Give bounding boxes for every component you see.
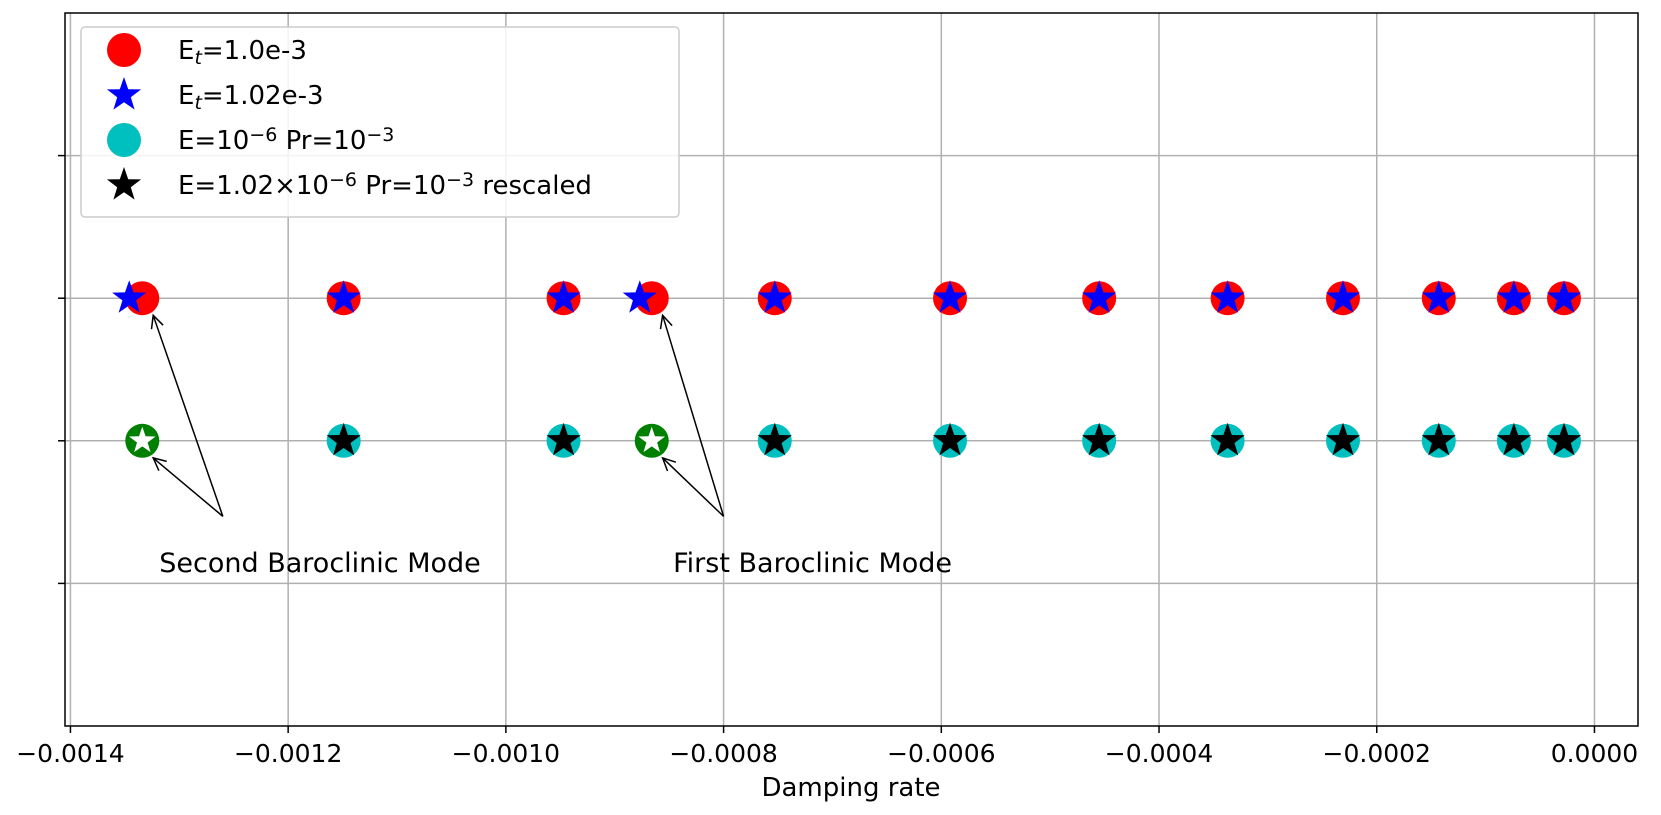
legend-label-part: E — [178, 81, 194, 111]
x-tick-label: −0.0006 — [887, 739, 995, 768]
legend-label-part: t — [194, 47, 203, 69]
star-point — [1325, 280, 1361, 313]
x-tick-label: −0.0014 — [16, 739, 124, 768]
star-point — [932, 280, 968, 313]
annotation-arrow — [661, 315, 725, 517]
annotation-label: First Baroclinic Mode — [673, 548, 952, 579]
legend-label-part: =1.0e-3 — [202, 36, 307, 66]
x-tick-label: −0.0002 — [1323, 739, 1431, 768]
star-point — [1082, 422, 1117, 456]
annotation-arrow — [152, 315, 224, 517]
legend-label-part: E=1.02×10 — [178, 171, 329, 201]
legend-label: E=1.02×10−6 Pr=10−3 rescaled — [178, 169, 592, 201]
star-point — [546, 422, 581, 456]
data-points — [112, 280, 1582, 458]
legend-label-part: Pr=10 — [357, 171, 446, 201]
plot-frame — [64, 12, 1639, 727]
star-point — [1421, 280, 1456, 313]
annotations: Second Baroclinic Mode First Baroclinic M… — [150, 313, 952, 579]
legend-label-part: −3 — [366, 124, 394, 146]
x-axis-label: Damping rate — [761, 773, 940, 803]
legend-label: E=10−6 Pr=10−3 — [178, 124, 394, 156]
star-point — [1210, 422, 1245, 456]
star-point — [757, 422, 792, 456]
star-point — [757, 280, 792, 313]
legend-star-marker — [106, 167, 142, 200]
x-tick-label: −0.0010 — [452, 739, 560, 768]
x-tick-label: 0.0000 — [1551, 739, 1638, 768]
star-point — [1210, 280, 1245, 313]
legend-label-part: rescaled — [474, 171, 592, 201]
annotation-arrow — [152, 457, 224, 517]
x-tick-label: −0.0008 — [669, 739, 777, 768]
annotation-arrowhead — [661, 456, 677, 472]
highlighted-star-point — [129, 426, 156, 453]
star-point — [1082, 280, 1117, 313]
star-point — [1325, 422, 1361, 456]
star-point — [1496, 280, 1531, 313]
star-point — [326, 280, 361, 313]
star-point — [1546, 422, 1582, 456]
annotation-arrowhead — [659, 313, 673, 330]
star-point — [326, 422, 361, 456]
legend-label-part: Pr=10 — [277, 126, 366, 156]
legend-label-part: −6 — [249, 124, 277, 146]
legend-label-part: −6 — [329, 169, 357, 191]
star-point — [1421, 422, 1456, 456]
legend-circle-marker — [107, 123, 141, 157]
star-point — [622, 280, 657, 313]
x-axis-ticks: −0.0014 −0.0012 −0.0010 −0.0008 −0.0006 −0.00… — [16, 154, 1638, 768]
star-point — [546, 280, 581, 313]
annotation-arrow — [662, 457, 725, 517]
star-point — [932, 422, 968, 456]
annotation-label: Second Baroclinic Mode — [159, 548, 481, 579]
legend-label: Et=1.02e-3 — [178, 81, 324, 114]
legend-label-part: −3 — [446, 169, 474, 191]
highlighted-star-point — [638, 426, 666, 453]
legend-label-part: =1.02e-3 — [202, 81, 324, 111]
star-point — [1496, 422, 1531, 456]
star-point — [112, 280, 147, 313]
x-tick-label: −0.0004 — [1105, 739, 1213, 768]
star-point — [1546, 280, 1582, 313]
x-tick-label: −0.0012 — [234, 739, 342, 768]
legend-box — [80, 26, 680, 218]
legend: Et=1.0e-3Et=1.02e-3E=10−6 Pr=10−3E=1.02×… — [80, 26, 680, 218]
legend-label-part: E=10 — [178, 126, 249, 156]
legend-circle-marker — [107, 33, 141, 67]
legend-star-marker — [106, 77, 142, 110]
legend-label-part: E — [178, 36, 194, 66]
annotation-arrowhead — [150, 313, 164, 330]
legend-label: Et=1.0e-3 — [178, 36, 307, 69]
legend-label-part: t — [194, 92, 203, 114]
annotation-arrowhead — [151, 456, 167, 472]
